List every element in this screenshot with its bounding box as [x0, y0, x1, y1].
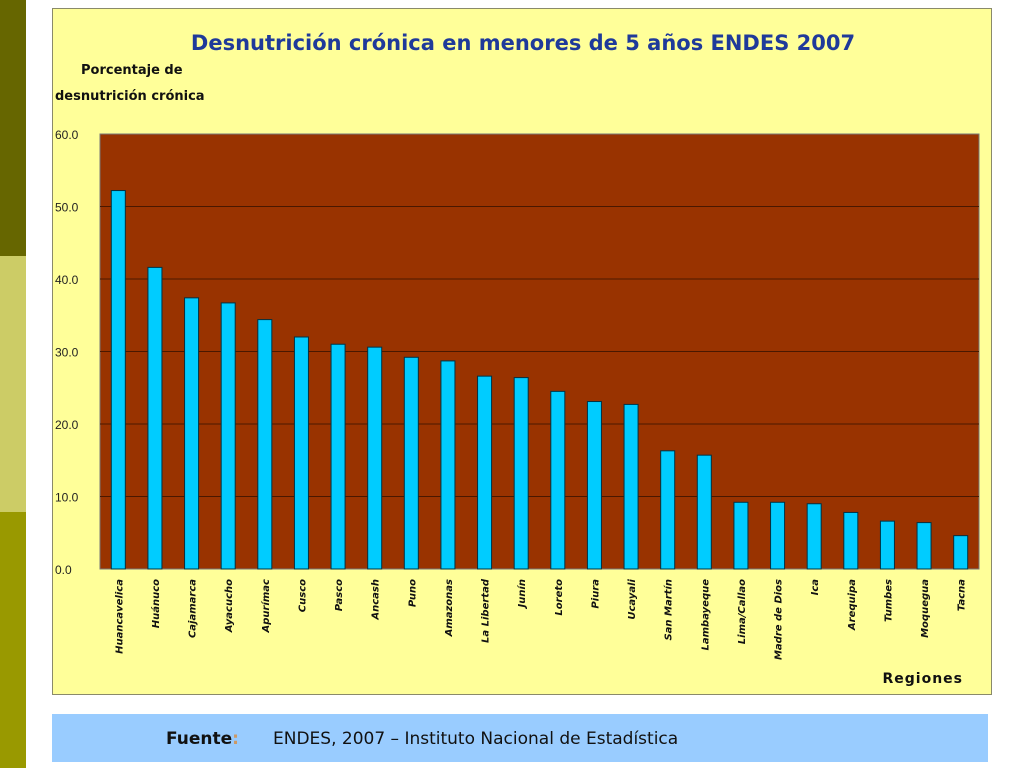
bar [403, 356, 419, 570]
y-tick-label: 20.0 [55, 418, 79, 432]
bar [513, 377, 529, 570]
bar [477, 375, 493, 570]
x-tick-label: San Martín [663, 579, 675, 641]
x-tick-label: Lima/Callao [737, 579, 748, 644]
y-tick-label: 0.0 [55, 563, 72, 577]
bar [440, 360, 456, 570]
x-tick-label: Amazonas [444, 579, 455, 637]
bar [586, 401, 602, 570]
x-tick-label: Ica [810, 579, 821, 596]
decor-stripe-middle [0, 256, 26, 512]
x-tick-label: Cusco [297, 579, 308, 612]
y-tick-label: 10.0 [55, 491, 79, 505]
bar [953, 535, 969, 570]
x-tick-label: Huánuco [150, 579, 162, 628]
y-tick-label: 50.0 [55, 201, 79, 215]
bar [843, 511, 859, 570]
y-tick-label: 60.0 [55, 128, 79, 142]
x-tick-label: Loreto [554, 579, 565, 616]
x-tick-label: Puno [407, 579, 418, 607]
bar [184, 297, 200, 570]
x-tick-label: La Libertad [481, 578, 492, 643]
bar [220, 302, 236, 570]
x-tick-label: Huancavelica [114, 579, 125, 654]
x-tick-label: Lambayeque [700, 579, 711, 651]
x-tick-label: Apurímac [260, 579, 272, 634]
x-axis-label: Regiones [882, 671, 963, 687]
x-tick-label: Moquegua [920, 579, 931, 638]
bar [550, 390, 566, 570]
bar [257, 319, 273, 570]
decor-stripe-bottom [0, 512, 26, 768]
x-tick-label: Junín [516, 579, 528, 610]
bar [879, 520, 895, 570]
x-tick-label: Ancash [371, 579, 382, 621]
decor-stripe-top [0, 0, 26, 256]
bar [623, 403, 639, 570]
bar [733, 501, 749, 570]
source-text: ENDES, 2007 – Instituto Nacional de Esta… [273, 729, 679, 749]
chart-title: Desnutrición crónica en menores de 5 año… [190, 31, 856, 55]
y-axis-label-line1: Porcentaje de [81, 63, 183, 78]
source-label: Fuente: [166, 729, 239, 749]
x-tick-label: Tacna [957, 579, 968, 611]
bar [110, 190, 126, 570]
bar [367, 346, 383, 570]
x-tick-label: Tumbes [883, 579, 894, 622]
bar [806, 503, 822, 570]
x-tick-label: Piura [590, 579, 601, 609]
bar-chart: 0.0 10.0 20.0 30.0 40.0 50.0 60.0 Huancavelica H… [55, 128, 980, 660]
y-tick-label: 40.0 [55, 273, 79, 287]
bar [147, 266, 163, 570]
y-tick-label: 30.0 [55, 346, 79, 360]
bar [916, 522, 932, 570]
bar [660, 450, 676, 570]
x-tick-label: Cajamarca [188, 579, 199, 638]
chart-container: Desnutrición crónica en menores de 5 año… [52, 8, 992, 695]
bar [696, 454, 712, 570]
source-bar: Fuente: ENDES, 2007 – Instituto Nacional… [52, 714, 988, 762]
x-tick-label: Ucayali [627, 578, 638, 619]
bar [293, 336, 309, 570]
x-tick-label: Madre de Dios [774, 579, 785, 660]
bar [770, 501, 786, 570]
bar [330, 343, 346, 570]
x-tick-label: Ayacucho [224, 579, 235, 633]
x-tick-label: Arequipa [847, 579, 858, 631]
x-tick-label: Pasco [334, 579, 345, 611]
y-axis-label-line2: desnutrición crónica [55, 89, 205, 104]
